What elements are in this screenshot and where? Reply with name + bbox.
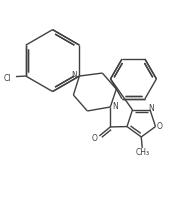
Text: N: N [148, 103, 154, 112]
Text: N: N [72, 71, 77, 80]
Text: O: O [156, 121, 162, 130]
Text: CH₃: CH₃ [135, 148, 149, 157]
Text: Cl: Cl [4, 73, 12, 82]
Text: O: O [92, 133, 98, 142]
Text: N: N [113, 102, 118, 111]
